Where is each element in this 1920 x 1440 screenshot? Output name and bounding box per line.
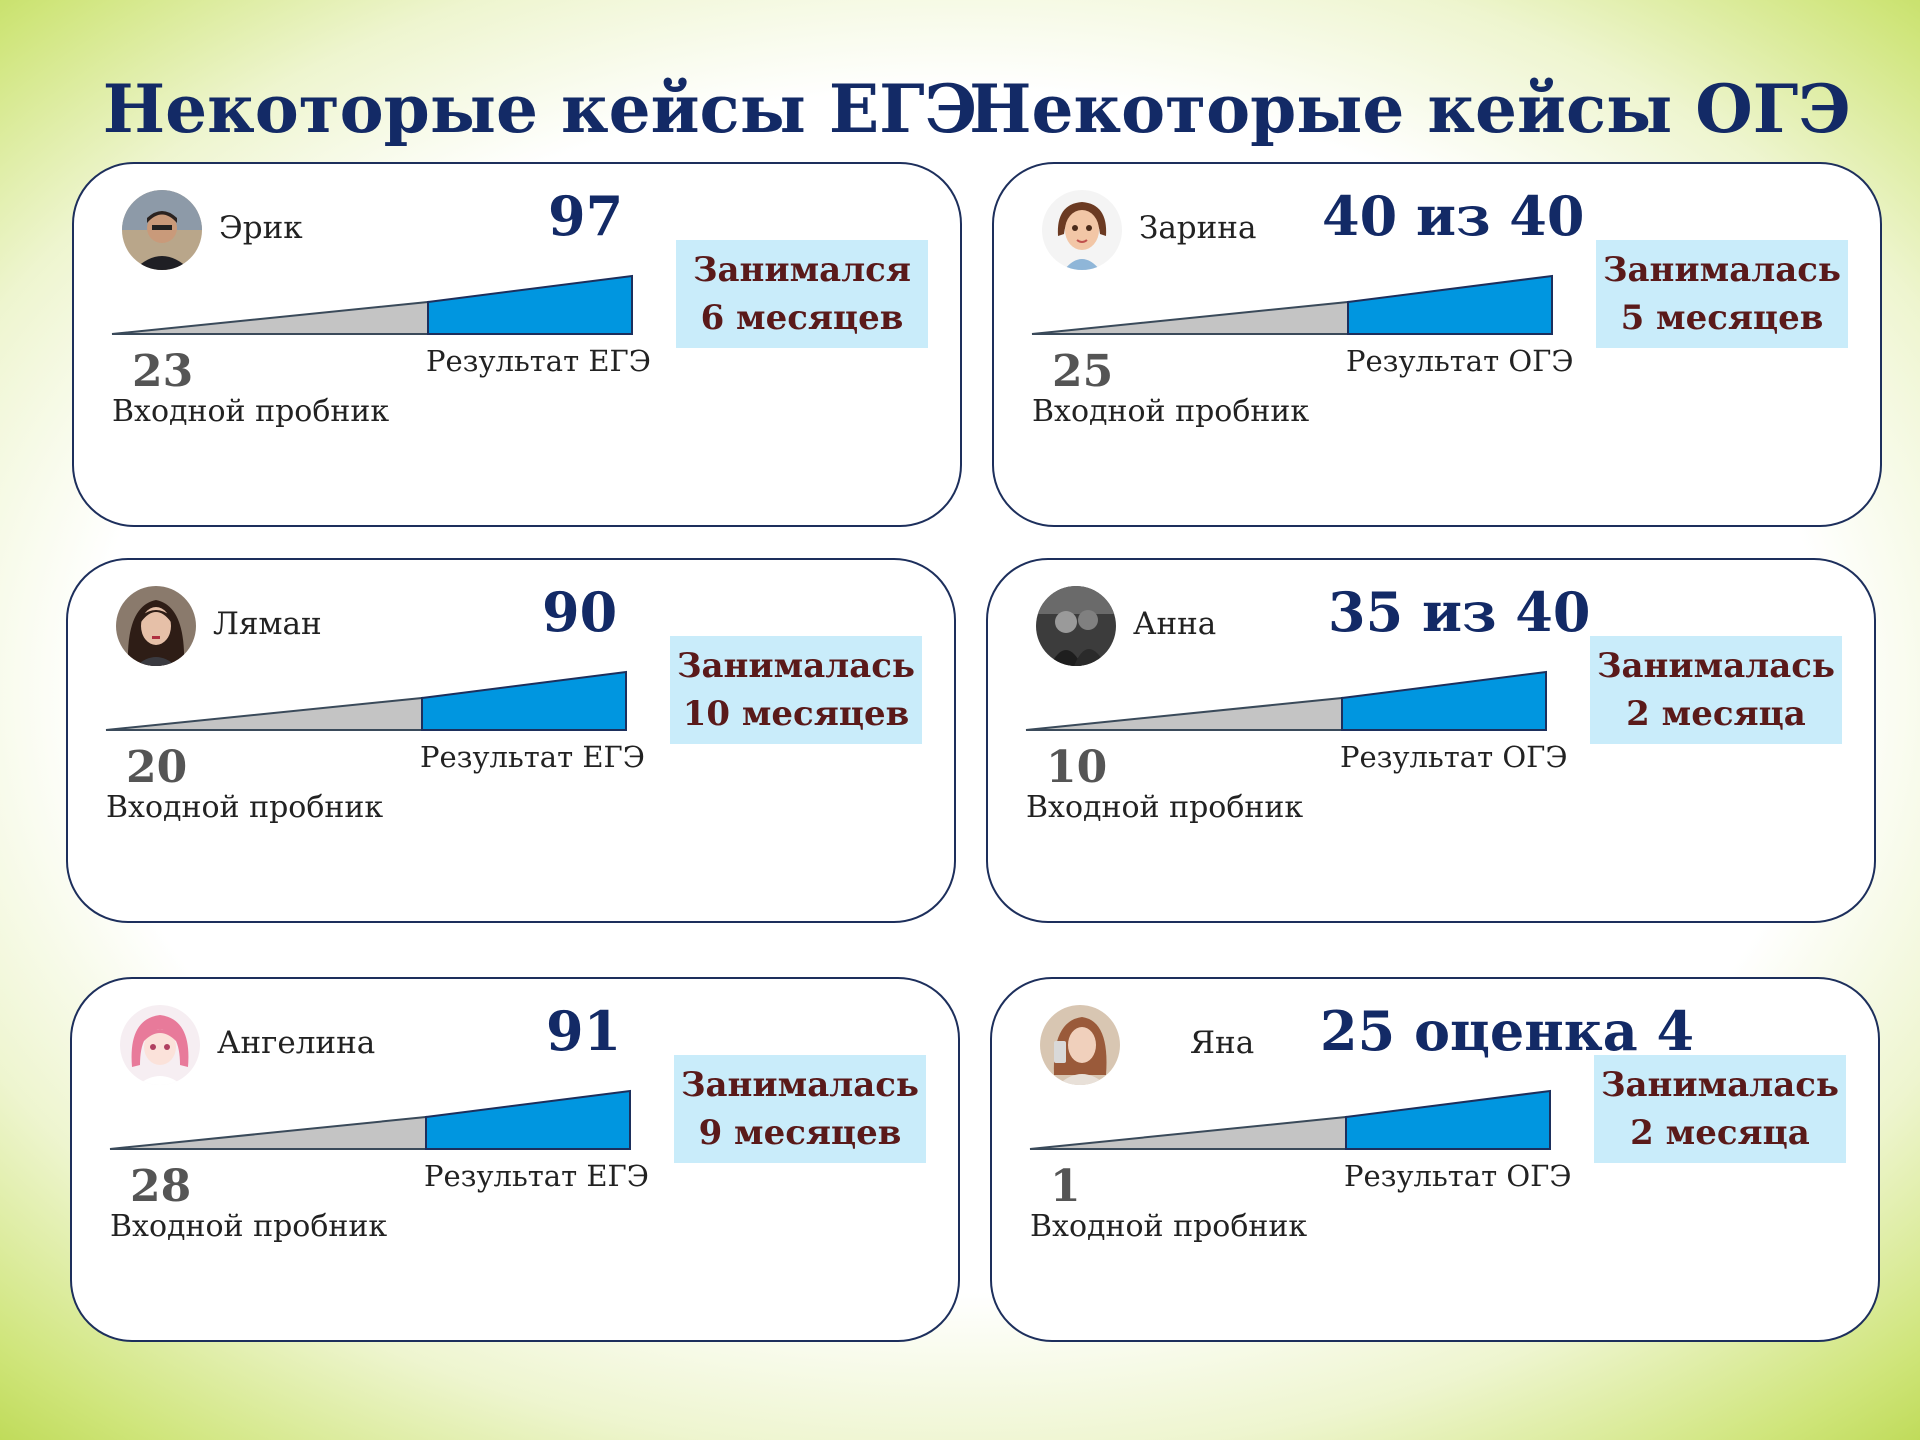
wedge-start-segment xyxy=(109,1115,427,1150)
duration-line-1: Занималась xyxy=(677,646,915,686)
duration-line-1: Занималась xyxy=(1601,1065,1839,1105)
wedge-result-segment xyxy=(427,274,633,335)
wedge-start-segment xyxy=(111,300,429,335)
heading-ege: Некоторые кейсы ЕГЭ xyxy=(102,70,978,148)
wedge-result-segment xyxy=(421,670,627,731)
duration-line-1: Занималась xyxy=(1603,250,1841,290)
result-label: Результат ЕГЭ xyxy=(424,1159,649,1193)
photo-avatar-bw xyxy=(1036,586,1116,666)
start-label: Входной пробник xyxy=(1026,790,1304,825)
start-score: 28 xyxy=(130,1161,192,1212)
case-card-zarina: Зарина 40 из 40 25 Входной пробник Резул… xyxy=(992,162,1882,527)
case-card-anna: Анна 35 из 40 10 Входной пробник Результ… xyxy=(986,558,1876,923)
duration-line-2: 10 месяцев xyxy=(682,694,910,734)
duration-badge: Занималась 2 месяца xyxy=(1594,1055,1846,1163)
progress-wedge xyxy=(105,670,627,731)
result-label: Результат ОГЭ xyxy=(1340,740,1568,774)
duration-line-2: 9 месяцев xyxy=(698,1113,902,1153)
heading-oge: Некоторые кейсы ОГЭ xyxy=(969,70,1851,148)
progress-wedge xyxy=(1025,670,1547,731)
wedge-start-segment xyxy=(1025,696,1343,731)
result-score: 40 из 40 xyxy=(1322,184,1585,248)
result-score: 90 xyxy=(542,580,618,644)
duration-badge: Занималась 5 месяцев xyxy=(1596,240,1848,348)
duration-line-1: Занимался xyxy=(692,250,911,290)
student-name: Ляман xyxy=(213,606,322,642)
wedge-result-segment xyxy=(425,1089,631,1150)
wedge-start-segment xyxy=(1029,1115,1347,1150)
wedge-result-segment xyxy=(1347,274,1553,335)
wedge-result-segment xyxy=(1345,1089,1551,1150)
duration-line-2: 2 месяца xyxy=(1626,694,1806,734)
wedge-result-segment xyxy=(1341,670,1547,731)
progress-wedge xyxy=(109,1089,631,1150)
start-label: Входной пробник xyxy=(110,1209,388,1244)
cartoon-girl-avatar xyxy=(1042,190,1122,270)
start-score: 20 xyxy=(126,742,188,793)
progress-wedge xyxy=(1029,1089,1551,1150)
case-card-yana: Яна 25 оценка 4 1 Входной пробник Резуль… xyxy=(990,977,1880,1342)
student-name: Ангелина xyxy=(217,1025,376,1061)
duration-line-2: 2 месяца xyxy=(1630,1113,1810,1153)
duration-badge: Занималась 9 месяцев xyxy=(674,1055,926,1163)
duration-line-1: Занималась xyxy=(681,1065,919,1105)
wedge-start-segment xyxy=(1031,300,1349,335)
student-name: Зарина xyxy=(1139,210,1257,246)
student-name: Анна xyxy=(1133,606,1217,642)
photo-avatar-girl-2 xyxy=(1040,1005,1120,1085)
photo-avatar-man xyxy=(122,190,202,270)
student-name: Эрик xyxy=(219,210,303,246)
progress-wedge xyxy=(1031,274,1553,335)
result-label: Результат ОГЭ xyxy=(1344,1159,1572,1193)
case-card-erik: Эрик 97 23 Входной пробник Результат ЕГЭ… xyxy=(72,162,962,527)
start-score: 1 xyxy=(1050,1161,1081,1212)
result-label: Результат ОГЭ xyxy=(1346,344,1574,378)
duration-badge: Занималась 2 месяца xyxy=(1590,636,1842,744)
result-score: 25 оценка 4 xyxy=(1320,999,1695,1063)
result-score: 97 xyxy=(548,184,624,248)
result-score: 35 из 40 xyxy=(1328,580,1591,644)
start-score: 23 xyxy=(132,346,194,397)
case-card-lyaman: Ляман 90 20 Входной пробник Результат ЕГ… xyxy=(66,558,956,923)
case-card-angelina: Ангелина 91 28 Входной пробник Результат… xyxy=(70,977,960,1342)
start-label: Входной пробник xyxy=(1032,394,1310,429)
start-score: 25 xyxy=(1052,346,1114,397)
duration-badge: Занималась 10 месяцев xyxy=(670,636,922,744)
student-name: Яна xyxy=(1190,1025,1255,1061)
duration-line-2: 5 месяцев xyxy=(1620,298,1824,338)
start-label: Входной пробник xyxy=(106,790,384,825)
result-label: Результат ЕГЭ xyxy=(420,740,645,774)
start-label: Входной пробник xyxy=(112,394,390,429)
progress-wedge xyxy=(111,274,633,335)
anime-girl-avatar xyxy=(120,1005,200,1085)
photo-avatar-girl xyxy=(116,586,196,666)
start-label: Входной пробник xyxy=(1030,1209,1308,1244)
duration-badge: Занимался 6 месяцев xyxy=(676,240,928,348)
duration-line-1: Занималась xyxy=(1597,646,1835,686)
duration-line-2: 6 месяцев xyxy=(700,298,904,338)
wedge-start-segment xyxy=(105,696,423,731)
result-label: Результат ЕГЭ xyxy=(426,344,651,378)
start-score: 10 xyxy=(1046,742,1108,793)
result-score: 91 xyxy=(546,999,622,1063)
